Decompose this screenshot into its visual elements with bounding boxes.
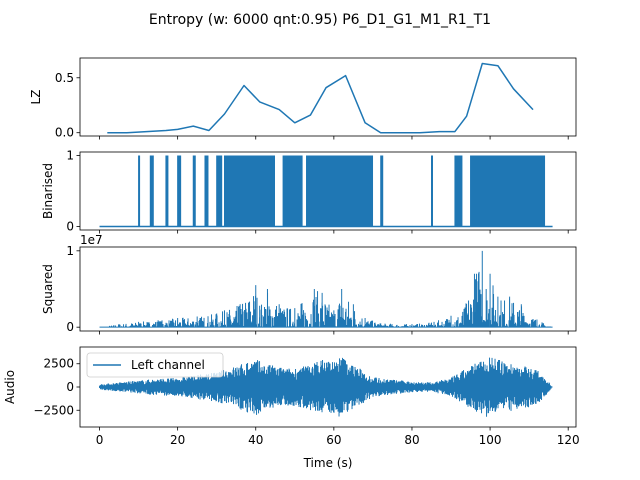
x-tick-label: 40: [248, 433, 263, 447]
x-tick-label: 60: [326, 433, 341, 447]
lz-line: [107, 62, 534, 134]
lz-x-ticks: [99, 136, 569, 140]
x-tick-label: 100: [479, 433, 502, 447]
binarised-axes-frame: [79, 151, 577, 231]
binarised-active-region: [431, 155, 433, 227]
squared-ylabel: Squared: [41, 264, 55, 314]
binarised-active-region: [192, 155, 196, 227]
legend: Left channel: [86, 352, 224, 378]
x-tick-label: 0: [96, 433, 104, 447]
lz-y-ticks: 0.0 0.5: [55, 71, 80, 140]
x-axis-label: Time (s): [303, 456, 353, 470]
y-tick-label: 0: [66, 219, 74, 233]
chart-title: Entropy (w: 6000 qnt:0.95) P6_D1_G1_M1_R…: [149, 12, 491, 28]
squared-y-ticks: 01: [66, 244, 80, 334]
binarised-active-region: [470, 155, 546, 227]
panel-audio: −2500 0 2500 0 20 40 60 80 100 120 Audio Time (s…: [3, 346, 580, 470]
squared-x-ticks: [99, 331, 569, 335]
binarised-x-ticks: [99, 230, 569, 234]
binarised-series: [99, 155, 553, 228]
y-tick-label: 2500: [43, 357, 74, 371]
binarised-active-region: [224, 155, 275, 227]
legend-label: Left channel: [131, 358, 205, 372]
squared-axes-frame: [79, 246, 577, 332]
y-tick-label: 0.0: [55, 126, 74, 140]
y-tick-label: 0: [66, 380, 74, 394]
lz-axes-frame: [79, 57, 577, 137]
audio-y-ticks: −2500 0 2500: [33, 357, 80, 417]
x-tick-label: 20: [170, 433, 185, 447]
audio-series: [99, 357, 554, 417]
squared-series: [99, 250, 554, 328]
lz-series: [107, 62, 534, 134]
squared-signal: [99, 250, 554, 328]
binarised-active-region: [138, 155, 141, 227]
squared-offset-text: 1e7: [80, 233, 103, 247]
binarised-active-region: [149, 155, 154, 227]
binarised-active-region: [216, 155, 223, 227]
y-tick-label: −2500: [33, 403, 74, 417]
audio-waveform: [99, 357, 554, 417]
binarised-active-region: [177, 155, 182, 227]
binarised-active-region: [204, 155, 209, 227]
binarised-active-region: [282, 155, 303, 227]
binarised-active-region: [454, 155, 463, 227]
audio-x-ticks: 0 20 40 60 80 100 120: [96, 427, 580, 447]
x-tick-label: 120: [557, 433, 580, 447]
y-tick-label: 0: [66, 320, 74, 334]
binarised-ylabel: Binarised: [41, 163, 55, 219]
y-tick-label: 1: [66, 244, 74, 258]
lz-ylabel: LZ: [29, 90, 43, 105]
panel-lz: 0.0 0.5 LZ: [29, 57, 577, 140]
x-tick-label: 80: [404, 433, 419, 447]
binarised-active-region: [380, 155, 384, 227]
binarised-y-ticks: 01: [66, 149, 80, 233]
binarised-active-region: [306, 155, 374, 227]
legend-box: [86, 352, 224, 378]
y-tick-label: 1: [66, 149, 74, 163]
audio-ylabel: Audio: [3, 370, 17, 404]
panel-binarised: 01 Binarised: [41, 149, 577, 234]
panel-squared: 01 1e7 Squared: [41, 233, 577, 335]
y-tick-label: 0.5: [55, 71, 74, 85]
binarised-active-region: [165, 155, 169, 227]
